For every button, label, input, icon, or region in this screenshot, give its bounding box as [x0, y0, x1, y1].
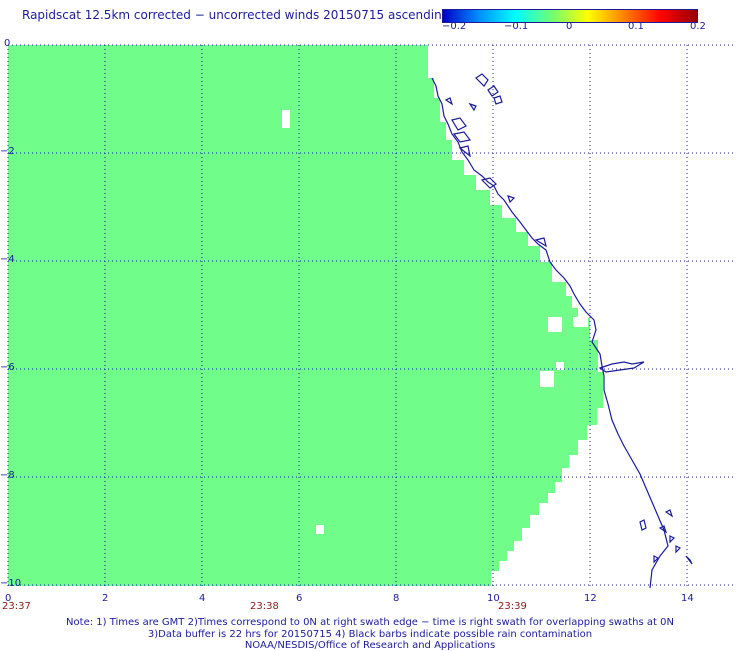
map-title: Rapidscat 12.5km corrected − uncorrected… — [22, 8, 450, 22]
y-tick-label: −4 — [0, 254, 15, 265]
x-tick-label: 2 — [102, 593, 109, 604]
missing-data-gap — [556, 362, 564, 370]
missing-data-gap — [316, 525, 324, 534]
x-tick-label: 0 — [5, 593, 12, 604]
y-tick-label: −2 — [0, 146, 15, 157]
colorbar-tick-label: −0.1 — [504, 21, 529, 32]
x-tick-label: 6 — [296, 593, 303, 604]
colorbar-tick-label: 0.2 — [690, 21, 706, 32]
footnote-line: Note: 1) Times are GMT 2)Times correspon… — [66, 617, 674, 628]
missing-data-gap — [548, 317, 562, 332]
missing-data-gap — [282, 110, 290, 128]
x-tick-label: 14 — [681, 593, 694, 604]
time-label: 23:38 — [250, 601, 279, 612]
missing-data-gap — [572, 296, 580, 308]
y-tick-label: −10 — [0, 578, 22, 589]
footnote-line: 3)Data buffer is 22 hrs for 20150715 4) … — [147, 629, 593, 640]
time-label: 23:37 — [2, 601, 31, 612]
colorbar-tick-label: 0 — [566, 21, 573, 32]
colorbar-tick-label: 0.1 — [628, 21, 644, 32]
missing-data-gap — [573, 317, 588, 327]
colorbar — [442, 9, 698, 23]
x-tick-label: 12 — [584, 593, 597, 604]
missing-data-gap — [540, 371, 554, 387]
time-label: 23:39 — [498, 601, 527, 612]
y-tick-label: 0 — [4, 38, 11, 49]
footnote-line: NOAA/NESDIS/Office of Research and Appli… — [244, 640, 496, 651]
x-tick-label: 10 — [487, 593, 500, 604]
coastline — [431, 73, 693, 589]
swath-data-region — [8, 45, 603, 586]
y-tick-label: −8 — [0, 470, 15, 481]
y-tick-label: −6 — [0, 362, 15, 373]
colorbar-tick-label: −0.2 — [442, 21, 467, 32]
x-tick-label: 4 — [199, 593, 206, 604]
x-tick-label: 8 — [393, 593, 400, 604]
